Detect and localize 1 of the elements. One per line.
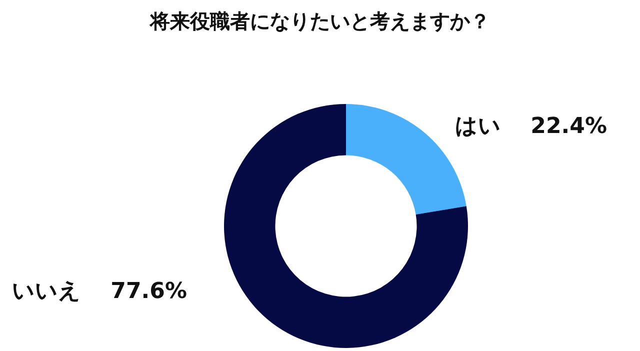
title: 将来役職者になりたいと考えますか？	[150, 9, 490, 33]
